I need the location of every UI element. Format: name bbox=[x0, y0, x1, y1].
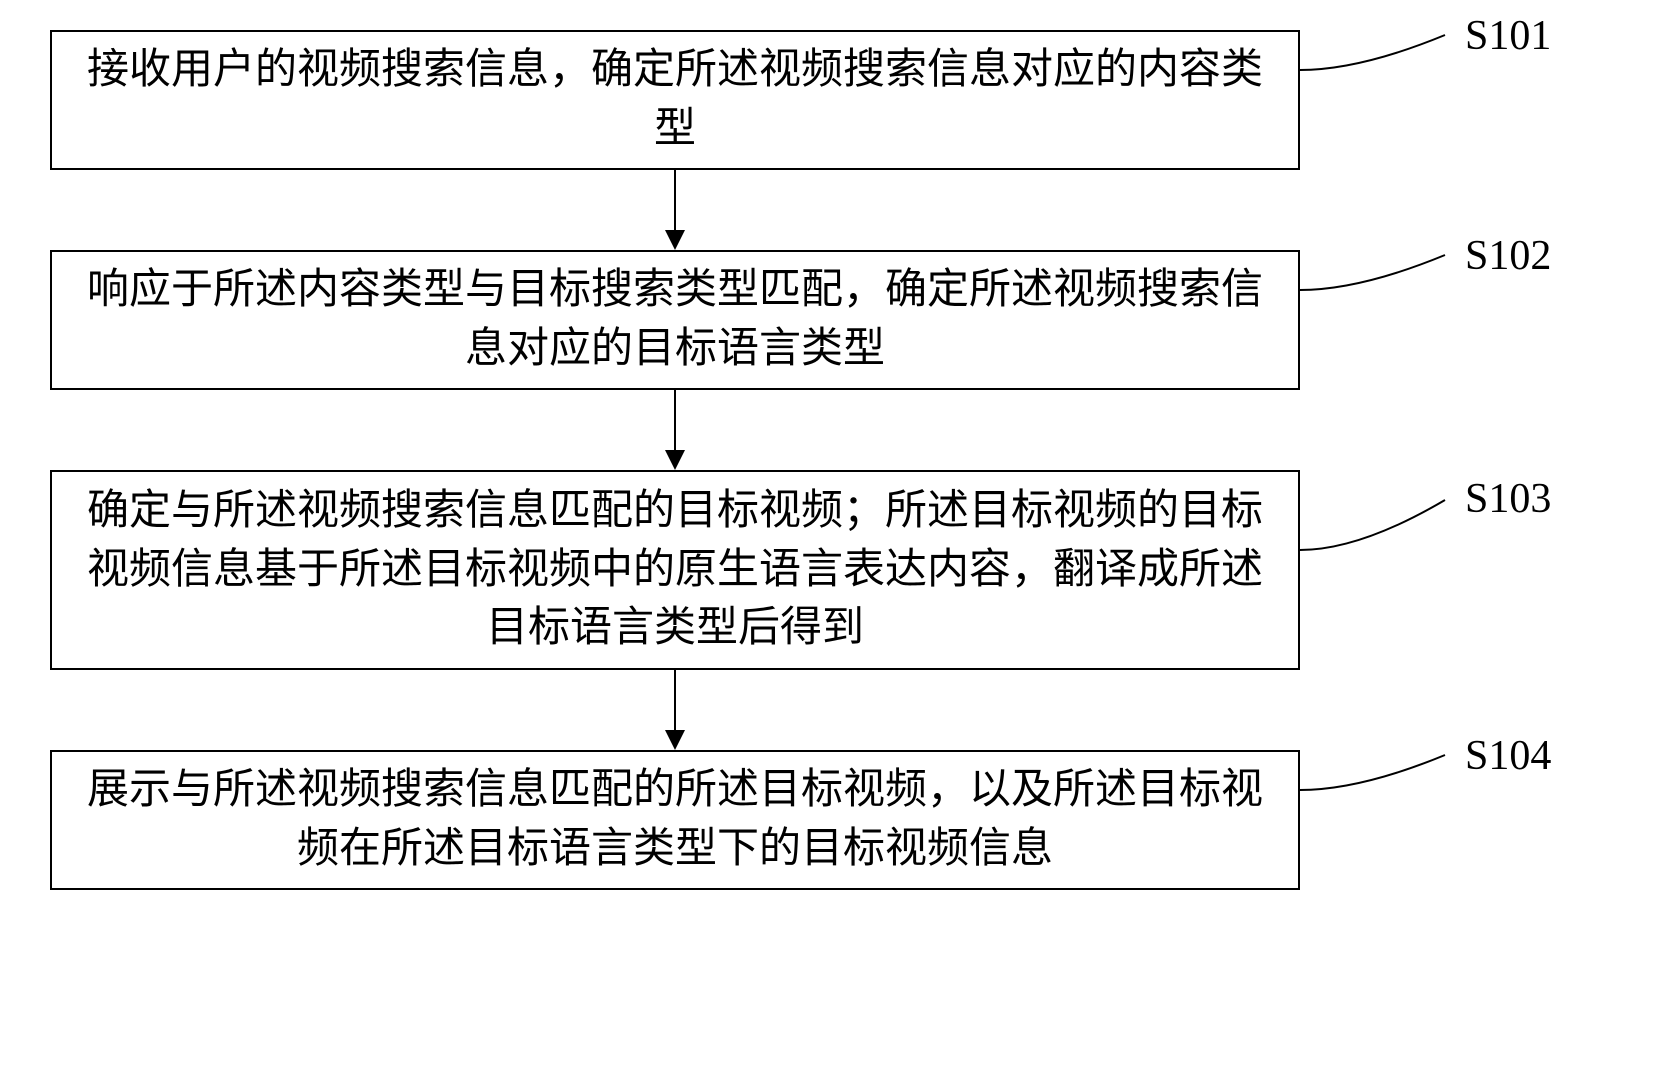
step-box-s103: 确定与所述视频搜索信息匹配的目标视频；所述目标视频的目标视频信息基于所述目标视频… bbox=[50, 470, 1300, 670]
flowchart-container: 接收用户的视频搜索信息，确定所述视频搜索信息对应的内容类型 S101 响应于所述… bbox=[50, 30, 1600, 890]
arrow-container bbox=[50, 170, 1300, 250]
step-box-s101: 接收用户的视频搜索信息，确定所述视频搜索信息对应的内容类型 bbox=[50, 30, 1300, 170]
step-text: 确定与所述视频搜索信息匹配的目标视频；所述目标视频的目标视频信息基于所述目标视频… bbox=[72, 482, 1278, 658]
step-label-s104: S104 bbox=[1465, 732, 1551, 780]
connector-line bbox=[1300, 250, 1460, 330]
step-label-s101: S101 bbox=[1465, 12, 1551, 60]
step-label-s102: S102 bbox=[1465, 232, 1551, 280]
connector-line bbox=[1300, 490, 1460, 590]
step-row: 接收用户的视频搜索信息，确定所述视频搜索信息对应的内容类型 S101 bbox=[50, 30, 1600, 170]
arrow-container bbox=[50, 390, 1300, 470]
step-box-s104: 展示与所述视频搜索信息匹配的所述目标视频，以及所述目标视频在所述目标语言类型下的… bbox=[50, 750, 1300, 890]
step-box-s102: 响应于所述内容类型与目标搜索类型匹配，确定所述视频搜索信息对应的目标语言类型 bbox=[50, 250, 1300, 390]
arrow-down-icon bbox=[655, 670, 695, 750]
step-label-s103: S103 bbox=[1465, 475, 1551, 523]
arrow-down-icon bbox=[655, 170, 695, 250]
connector-line bbox=[1300, 30, 1460, 110]
step-row: 响应于所述内容类型与目标搜索类型匹配，确定所述视频搜索信息对应的目标语言类型 S… bbox=[50, 250, 1600, 390]
step-text: 接收用户的视频搜索信息，确定所述视频搜索信息对应的内容类型 bbox=[72, 41, 1278, 159]
arrow-container bbox=[50, 670, 1300, 750]
step-row: 确定与所述视频搜索信息匹配的目标视频；所述目标视频的目标视频信息基于所述目标视频… bbox=[50, 470, 1600, 670]
step-text: 展示与所述视频搜索信息匹配的所述目标视频，以及所述目标视频在所述目标语言类型下的… bbox=[72, 761, 1278, 879]
connector-line bbox=[1300, 750, 1460, 830]
step-row: 展示与所述视频搜索信息匹配的所述目标视频，以及所述目标视频在所述目标语言类型下的… bbox=[50, 750, 1600, 890]
step-text: 响应于所述内容类型与目标搜索类型匹配，确定所述视频搜索信息对应的目标语言类型 bbox=[72, 261, 1278, 379]
arrow-down-icon bbox=[655, 390, 695, 470]
